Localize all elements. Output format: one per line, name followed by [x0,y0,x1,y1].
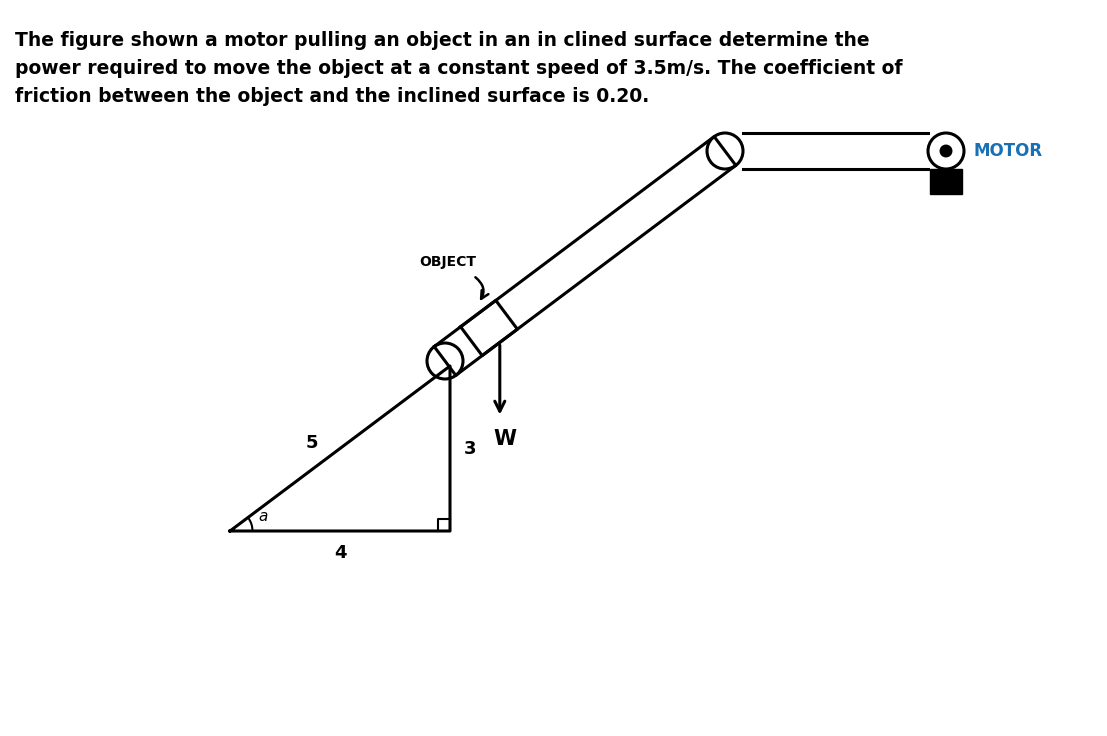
Text: MOTOR: MOTOR [974,142,1043,160]
Text: The figure shown a motor pulling an object in an in clined surface determine the: The figure shown a motor pulling an obje… [15,31,902,106]
Circle shape [940,145,952,157]
FancyArrowPatch shape [475,277,488,299]
Text: 5: 5 [306,434,318,453]
Text: a: a [258,509,268,524]
Bar [930,169,962,194]
Text: W: W [494,429,516,450]
Text: 3: 3 [464,439,476,458]
Text: 4: 4 [333,544,346,562]
Text: OBJECT: OBJECT [420,255,477,269]
